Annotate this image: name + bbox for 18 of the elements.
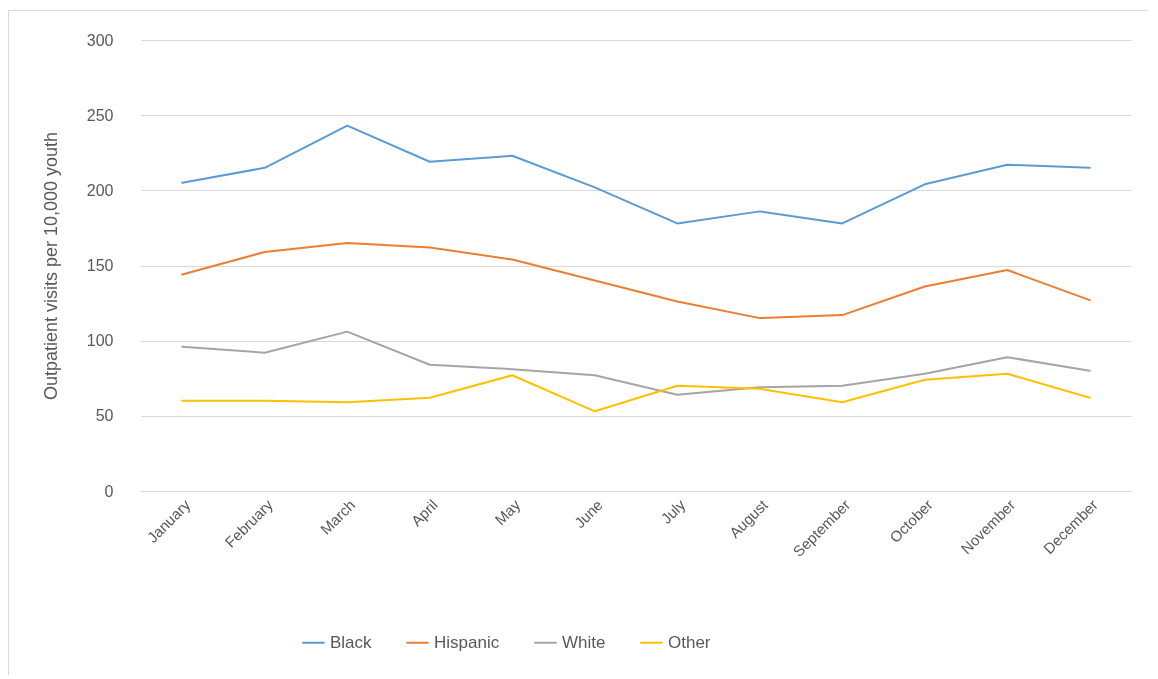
line-series (181, 330, 1091, 396)
y-tick-label: 150 (86, 257, 114, 274)
y-tick-label: 250 (86, 106, 114, 124)
y-tick-label: 200 (86, 181, 114, 199)
y-axis-title: Outpatient visits per 10,000 youth (40, 131, 61, 401)
legend-label: Other (668, 632, 711, 652)
y-tick-label: 300 (86, 31, 114, 49)
line-series (181, 372, 1091, 413)
y-tick-label: 0 (104, 482, 114, 500)
y-tick-label: 100 (86, 332, 114, 350)
legend-label: Black (330, 632, 373, 652)
legend-label: White (562, 632, 606, 652)
line-series (181, 124, 1091, 225)
line-series (181, 241, 1091, 320)
legend-label: Hispanic (434, 632, 500, 652)
y-tick-label: 50 (95, 407, 114, 425)
x-tick-label: May (491, 495, 524, 529)
x-tick-label: July (657, 495, 689, 527)
